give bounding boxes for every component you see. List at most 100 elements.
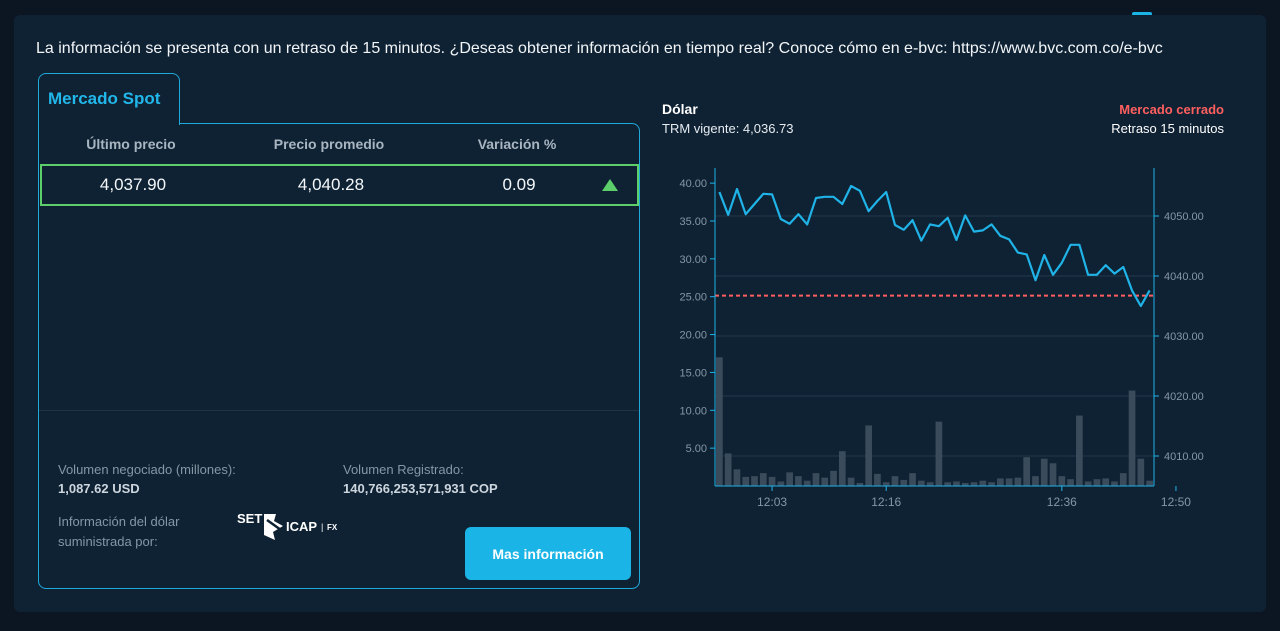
volume-bar	[1146, 480, 1153, 486]
table-row: 4,037.90 4,040.28 0.09	[40, 164, 639, 206]
volume-bar	[847, 477, 855, 486]
market-status: Mercado cerrado	[1119, 102, 1224, 117]
tab-mercado-spot[interactable]: Mercado Spot	[38, 73, 180, 125]
volume-bar	[953, 481, 960, 486]
volume-bar	[1128, 390, 1136, 486]
volume-label: Volumen negociado (millones):	[58, 462, 236, 477]
spot-market-box: Último precio Precio promedio Variación …	[38, 123, 640, 589]
y-left-tick-label: 20.00	[679, 330, 707, 342]
volume-bar	[803, 480, 811, 486]
header-last-price: Último precio	[86, 136, 176, 152]
top-accent-bar	[1132, 12, 1152, 16]
price-line	[718, 184, 1151, 308]
volume-bar	[900, 479, 908, 486]
volume-bar	[838, 451, 846, 486]
volume-bar	[716, 357, 723, 486]
volume-bar	[909, 473, 916, 486]
volume-value: 1,087.62 USD	[58, 481, 140, 496]
volume-bar	[1014, 477, 1022, 486]
table-header: Último precio Precio promedio Variación …	[39, 136, 639, 156]
more-info-button[interactable]: Mas información	[465, 527, 631, 580]
y-left-tick-label: 5.00	[686, 443, 707, 455]
volume-bar	[777, 481, 785, 486]
x-tick-label: 12:36	[1047, 495, 1077, 509]
volume-bar	[979, 480, 987, 486]
svg-text:FX: FX	[327, 523, 338, 532]
volume-bar	[1084, 481, 1092, 486]
y-right-tick-label: 4020.00	[1164, 391, 1204, 403]
volume-bar	[926, 482, 934, 486]
divider	[39, 410, 639, 411]
svg-text:ICAP: ICAP	[286, 519, 317, 534]
arrow-up-icon	[602, 179, 618, 191]
chart-title: Dólar	[662, 101, 698, 117]
price-volume-chart[interactable]: 5.00 10.00 15.00 20.00 25.00 30.00 35.00 40.00 4…	[660, 160, 1220, 520]
y-right-tick-label: 4040.00	[1164, 271, 1204, 283]
volume-bar	[1040, 458, 1048, 486]
volume-bar	[786, 472, 793, 486]
provider-label: Información del dólar suministrada por:	[58, 514, 180, 549]
market-panel: La información se presenta con un retras…	[14, 15, 1266, 612]
volume-bar	[1023, 457, 1031, 486]
volume-bar	[970, 482, 978, 486]
volume-bar	[865, 425, 872, 486]
trm-value: TRM vigente: 4,036.73	[662, 121, 794, 136]
volume-bar	[1137, 458, 1145, 486]
y-right-tick-label: 4030.00	[1164, 331, 1204, 343]
y-left-tick-label: 15.00	[679, 367, 707, 379]
volume-bar	[768, 476, 776, 486]
y-right-tick-label: 4050.00	[1164, 211, 1204, 223]
volume-bar	[891, 476, 899, 486]
volume-bar	[1111, 481, 1118, 486]
set-icap-fx-logo: SET ICAP | FX	[237, 511, 338, 540]
x-tick-label: 12:16	[871, 495, 901, 509]
delay-label: Retraso 15 minutos	[1111, 121, 1224, 136]
volume-bar	[935, 421, 943, 486]
volume-bar	[733, 469, 741, 486]
tab-label: Mercado Spot	[48, 89, 161, 108]
y-left-tick-label: 40.00	[679, 178, 707, 190]
volume-bar	[1058, 476, 1066, 486]
volume-bar	[917, 480, 925, 486]
volume-bar	[742, 476, 750, 486]
y-left-tick-label: 30.00	[679, 254, 707, 266]
volume-bar	[1093, 479, 1101, 486]
svg-text:SET: SET	[237, 511, 262, 526]
volume-bar	[751, 476, 758, 486]
volume-bar	[1049, 463, 1057, 486]
volume-bar	[821, 477, 829, 486]
volume-bar	[812, 473, 820, 486]
x-tick-label: 12:50	[1161, 495, 1191, 509]
variation-value: 0.09	[502, 175, 536, 194]
volume-bar	[944, 482, 952, 486]
volume-bar	[724, 453, 732, 486]
avg-price-value: 4,040.28	[297, 175, 365, 194]
y-right-tick-label: 4010.00	[1164, 451, 1204, 463]
volume-bar	[1119, 473, 1127, 486]
volume-bar	[1032, 476, 1039, 486]
last-price-value: 4,037.90	[99, 175, 167, 194]
volume-bar	[988, 482, 995, 486]
volume-bar	[997, 478, 1004, 486]
volume-bar	[856, 482, 864, 486]
header-variation: Variación %	[477, 136, 557, 152]
volume-bar	[882, 482, 890, 486]
volume-bar	[874, 473, 881, 486]
delay-notice: La información se presenta con un retras…	[36, 40, 1163, 57]
volume-bar	[1102, 478, 1110, 486]
y-left-tick-label: 10.00	[679, 405, 707, 417]
y-left-tick-label: 25.00	[679, 292, 707, 304]
registered-volume-label: Volumen Registrado:	[343, 462, 464, 477]
x-tick-label: 12:03	[757, 495, 787, 509]
volume-bar	[1005, 478, 1013, 486]
registered-volume-value: 140,766,253,571,931 COP	[343, 481, 498, 496]
volume-bar	[961, 482, 969, 486]
y-left-tick-label: 35.00	[679, 216, 707, 228]
volume-bar	[1076, 415, 1083, 486]
volume-bar	[1067, 479, 1074, 486]
header-avg-price: Precio promedio	[273, 136, 385, 152]
volume-bar	[830, 470, 837, 486]
volume-bar	[759, 473, 767, 486]
volume-bar	[795, 476, 802, 486]
svg-text:|: |	[321, 522, 323, 532]
